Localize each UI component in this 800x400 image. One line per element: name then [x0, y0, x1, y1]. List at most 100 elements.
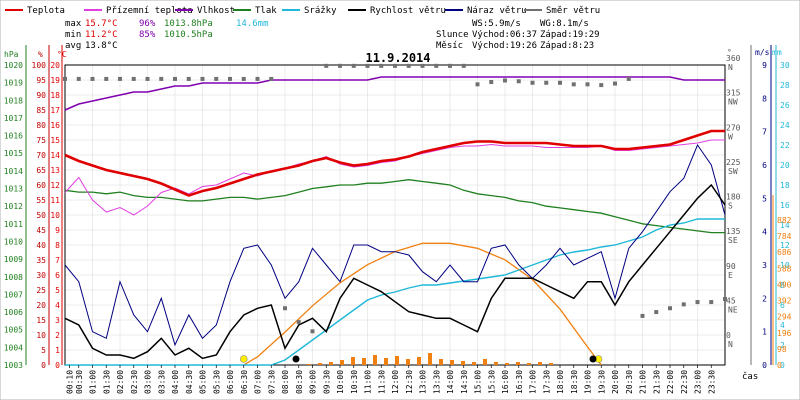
axis-hpa-unit: hPa	[4, 50, 19, 59]
axis-hpa-tick: 1012	[4, 202, 23, 211]
wind-direction-dot	[186, 76, 191, 81]
wind-direction-dot	[393, 63, 397, 68]
info-ws: WS:5.9m/s	[472, 19, 521, 29]
wind-direction-dot	[626, 76, 631, 81]
rain-intensity-bar	[494, 362, 498, 365]
rain-intensity-bar	[307, 364, 311, 365]
axis-percent-tick: 45	[36, 226, 46, 235]
axis-celsius-tick: 10	[50, 211, 60, 220]
axis-percent-tick: 5	[41, 346, 46, 355]
rain-intensity-bar	[439, 359, 443, 365]
wind-direction-dot	[599, 83, 604, 88]
axis-hpa-tick: 1015	[4, 149, 23, 158]
wind-direction-dot	[228, 76, 232, 81]
axis-mm-tick: 12	[780, 241, 790, 250]
axis-celsius-tick: 3	[55, 316, 60, 325]
wind-direction-dot	[145, 76, 150, 81]
axis-solar-tick: 98	[777, 345, 787, 354]
x-tick-label: 04:30	[185, 370, 194, 394]
axis-ms-tick: 4	[762, 228, 767, 237]
axis-hpa-tick: 1003	[4, 361, 23, 370]
stat-max-press: 1013.8hPa	[164, 19, 213, 29]
axis-hpa-tick: 1014	[4, 167, 23, 176]
rain-intensity-bar	[417, 357, 421, 365]
x-tick-label: 23:30	[707, 370, 716, 394]
x-tick-label: 22:30	[680, 370, 689, 394]
axis-direction-deg: 135	[726, 227, 741, 236]
wind-direction-dot	[709, 300, 714, 305]
stat-max-hum: 96%	[139, 19, 156, 29]
wind-direction-dot	[489, 80, 494, 85]
wind-direction-dot	[365, 63, 370, 68]
stat-min-label: min	[65, 30, 81, 40]
wind-direction-dot	[324, 63, 329, 68]
legend-label: Přízemní teplota	[106, 6, 193, 16]
series-pressure-line	[64, 179, 725, 234]
axis-solar-tick: 686	[777, 248, 792, 257]
axis-celsius-tick: 5	[55, 286, 60, 295]
wind-direction-dot	[530, 80, 535, 85]
axis-percent-tick: 50	[36, 211, 46, 220]
axis-hpa-tick: 1005	[4, 326, 23, 335]
axis-direction-dir: SW	[728, 167, 738, 176]
axis-direction-dir: N	[728, 340, 733, 349]
wind-direction-dot	[558, 80, 562, 85]
axis-direction-dir: NE	[728, 305, 738, 314]
axis-percent-tick: 60	[36, 181, 46, 190]
x-axis: 00:10 00:30 01:00 01:30 02:00 02:30 03:00 03:30…	[66, 365, 716, 394]
axis-mm-tick: 20	[780, 161, 790, 170]
x-tick-label: 18:30	[570, 370, 579, 394]
wind-direction-dot	[255, 76, 260, 81]
axis-celsius-tick: 7	[55, 256, 60, 265]
axis-celsius-tick: 18	[50, 91, 60, 100]
x-tick-label: 14:00	[446, 370, 455, 394]
axis-mm-tick: 6	[780, 301, 785, 310]
axis-direction-deg: 0	[726, 331, 731, 340]
wind-direction-dot	[654, 310, 659, 315]
info-moon-set: Západ:8:23	[540, 41, 594, 51]
wind-direction-dot	[695, 300, 700, 305]
wind-direction-dot	[379, 63, 384, 68]
rain-intensity-bar	[384, 358, 388, 365]
rain-intensity-bar	[549, 363, 553, 365]
info-sun-set: Západ:19:29	[540, 30, 600, 40]
axis-percent-tick: 15	[36, 316, 46, 325]
wind-direction-dot	[640, 313, 645, 318]
axis-mm-tick: 24	[780, 121, 790, 130]
stat-min-temp: 11.2°C	[85, 30, 118, 40]
axis-hpa-tick: 1016	[4, 132, 23, 141]
x-tick-label: 11:00	[364, 370, 373, 394]
x-tick-label: 17:30	[542, 370, 551, 394]
wind-direction-dot	[448, 63, 452, 68]
axis-ms-tick: 9	[762, 61, 767, 70]
axis-hpa-tick: 1018	[4, 96, 23, 105]
x-tick-label: 04:00	[171, 370, 180, 394]
info-sun-rise: Východ:06:37	[472, 30, 537, 40]
x-tick-label: 03:00	[144, 370, 153, 394]
rain-intensity-bar	[538, 362, 542, 365]
rain-intensity-bar	[450, 360, 454, 365]
axis-solar-tick: 294	[777, 313, 792, 322]
wind-direction-dot	[475, 82, 480, 87]
series-gust-line	[64, 143, 726, 347]
stats-panel: max 15.7°C 96% 1013.8hPa 14.6mm min 11.2…	[65, 19, 269, 51]
x-tick-label: 11:30	[377, 370, 386, 394]
axis-mm-tick: 30	[780, 61, 790, 70]
axis-mm-tick: 2	[780, 341, 785, 350]
rain-intensity-bar	[472, 362, 476, 365]
axis-percent-tick: 100	[32, 61, 47, 70]
x-tick-label: 08:30	[295, 370, 304, 394]
x-tick-label: 16:30	[515, 370, 524, 394]
right-axes: °0N45NE90E135SE180S225SW270W315NW360Nm/s…	[726, 45, 792, 370]
legend-label: Vlhkost	[197, 6, 235, 16]
x-tick-label: 21:30	[652, 370, 661, 394]
axis-direction-dir: E	[728, 271, 733, 280]
rain-intensity-bar	[340, 360, 344, 365]
axis-ms-unit: m/s	[755, 48, 770, 57]
wind-direction-dot	[668, 306, 672, 311]
x-tick-label: 05:30	[212, 370, 221, 394]
rain-intensity-bar	[362, 358, 366, 365]
wind-direction-dot	[118, 76, 122, 81]
legend-label: Srážky	[304, 6, 337, 16]
